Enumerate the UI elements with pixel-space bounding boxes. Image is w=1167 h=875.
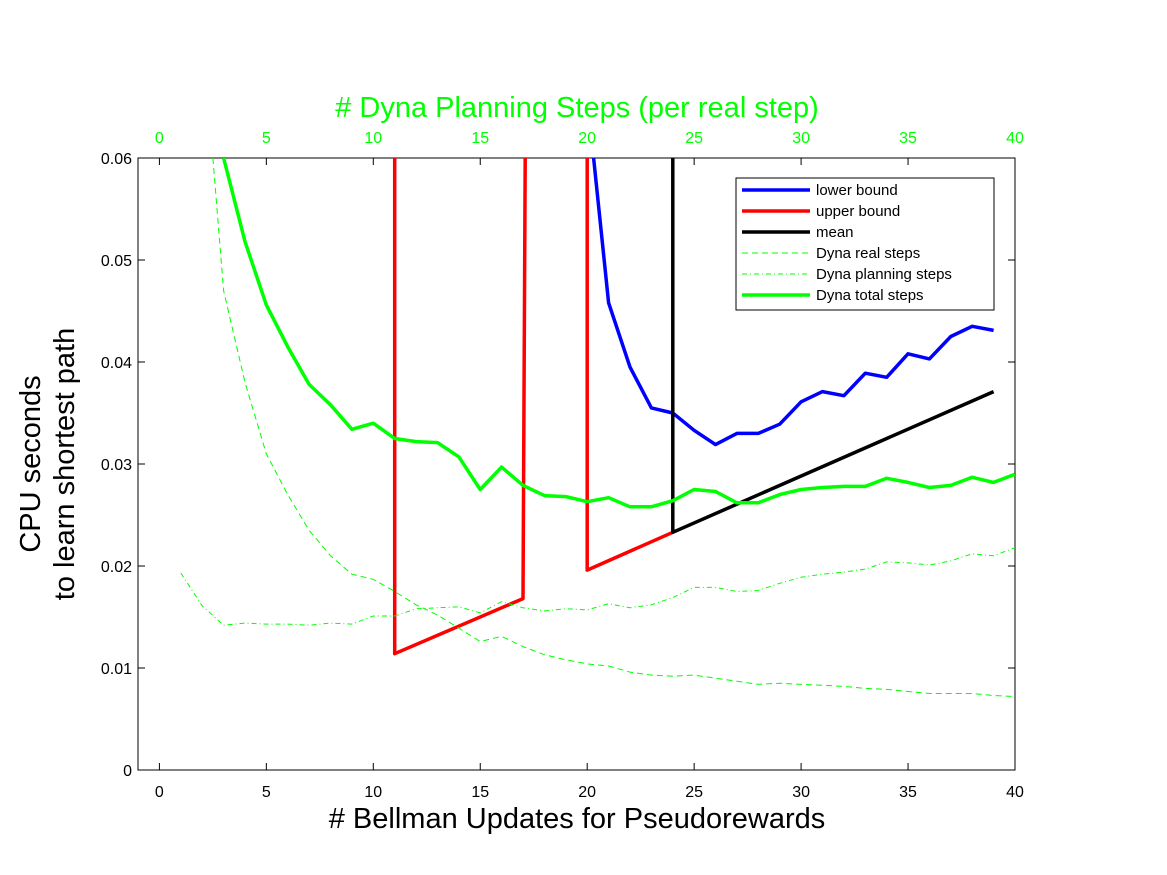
y-tick-label: 0.01 xyxy=(101,661,132,678)
y-tick-label: 0.03 xyxy=(101,457,132,474)
top-axis-tick-label: 20 xyxy=(578,130,596,147)
y-tick-label: 0 xyxy=(123,763,132,780)
y-tick-label: 0.05 xyxy=(101,253,132,270)
series-line-dyna-total-steps xyxy=(221,158,1015,509)
series-line-dyna-real-steps xyxy=(212,158,1015,698)
top-axis-tick-label: 40 xyxy=(1006,130,1024,147)
legend-label: Dyna real steps xyxy=(816,245,920,262)
x-tick-label: 5 xyxy=(262,784,271,801)
top-axis-tick-label: 5 xyxy=(262,130,271,147)
legend-label: upper bound xyxy=(816,203,900,220)
legend-entries: lower bound upper bound mean Dyna real step… xyxy=(742,182,952,304)
x-tick-label: 15 xyxy=(471,784,489,801)
top-axis-tick-label: 15 xyxy=(471,130,489,147)
legend-label: Dyna planning steps xyxy=(816,266,952,283)
y-tick-label: 0.04 xyxy=(101,355,132,372)
x-tick-label: 20 xyxy=(578,784,596,801)
legend-label: lower bound xyxy=(816,182,898,199)
legend-label: mean xyxy=(816,224,854,241)
legend: lower bound upper bound mean Dyna real step… xyxy=(735,177,995,311)
x-axis-title: # Bellman Updates for Pseudorewards xyxy=(329,803,825,835)
series-line-lower-bound xyxy=(591,158,994,447)
y-tick-label: 0.06 xyxy=(101,151,132,168)
legend-label: Dyna total steps xyxy=(816,287,924,304)
x-tick-label: 0 xyxy=(155,784,164,801)
x-tick-label: 35 xyxy=(899,784,917,801)
axis-ticks: 0 5 10 15 20 25 30 35 40 0 5 10 15 20 25 30 35 40 0 0.01 0.0… xyxy=(101,130,1024,801)
top-axis-title: # Dyna Planning Steps (per real step) xyxy=(335,92,819,124)
top-axis-tick-label: 10 xyxy=(364,130,382,147)
x-tick-label: 10 xyxy=(364,784,382,801)
y-axis-title-line-2: to learn shortest path xyxy=(49,328,81,600)
y-axis-title: CPU seconds to learn shortest path xyxy=(15,328,81,600)
series-line-dyna-planning-steps xyxy=(180,547,1015,626)
legend-box xyxy=(735,177,995,311)
series-line-upper-bound xyxy=(392,158,674,656)
y-tick-label: 0.02 xyxy=(101,559,132,576)
series-line-mean xyxy=(671,158,995,535)
top-axis-tick-label: 30 xyxy=(792,130,810,147)
x-tick-label: 40 xyxy=(1006,784,1024,801)
y-axis-title-line-1: CPU seconds xyxy=(15,375,47,552)
top-axis-tick-label: 0 xyxy=(155,130,164,147)
top-axis-tick-label: 25 xyxy=(685,130,703,147)
top-axis-tick-label: 35 xyxy=(899,130,917,147)
series-layer xyxy=(180,158,1015,698)
x-tick-label: 25 xyxy=(685,784,703,801)
x-tick-label: 30 xyxy=(792,784,810,801)
